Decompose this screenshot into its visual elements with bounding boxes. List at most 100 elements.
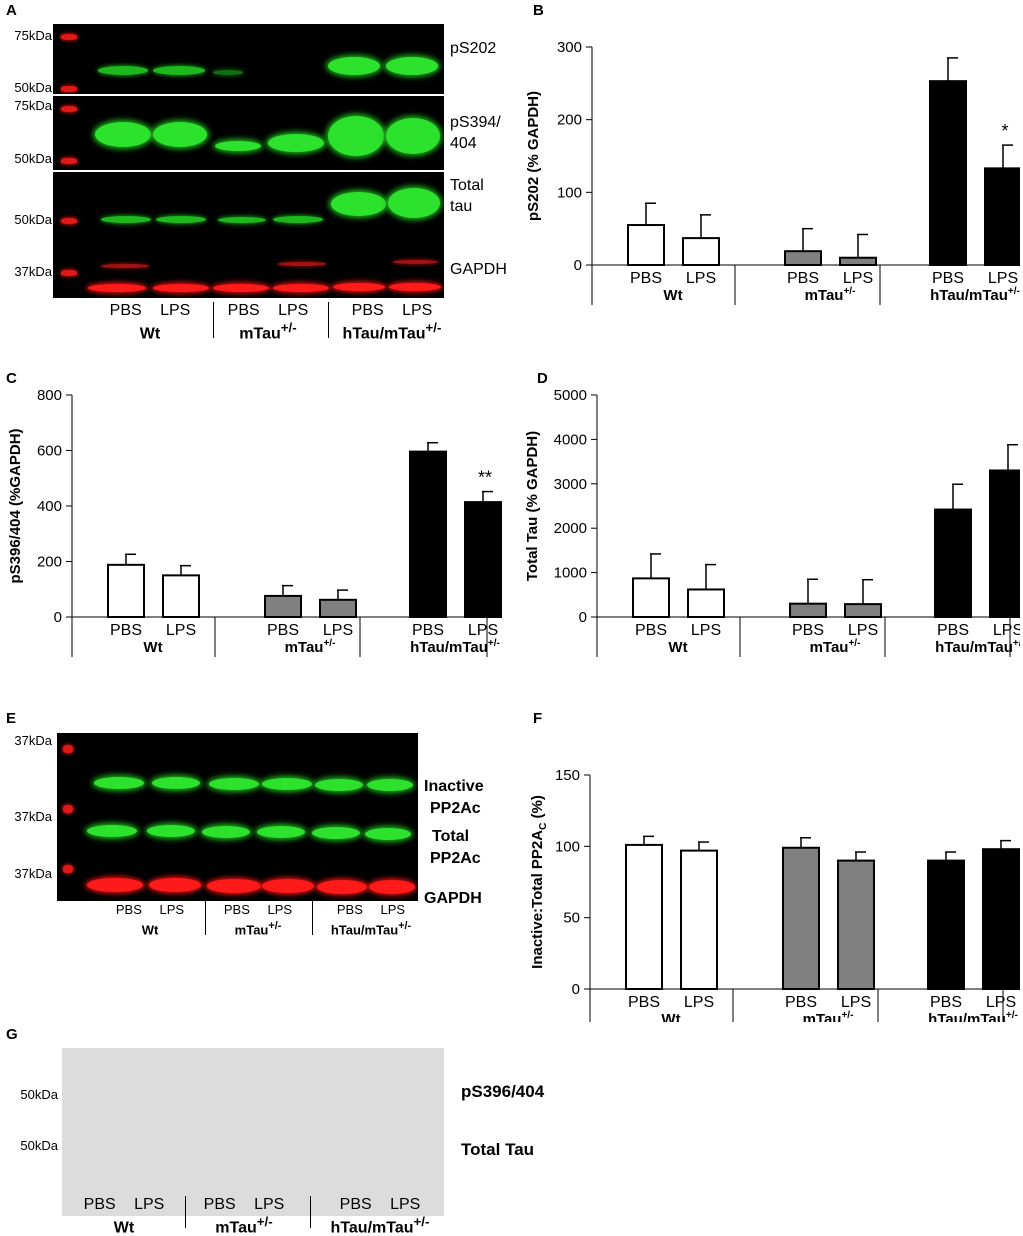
- y-tick-label: 3000: [554, 476, 587, 493]
- bar: [929, 80, 967, 266]
- blot-label: PP2Ac: [430, 850, 481, 867]
- ladder-band: [61, 158, 77, 164]
- group-label: PBS LPS hTau/mTau+/-: [332, 302, 452, 342]
- y-tick-label: 1000: [554, 565, 587, 582]
- y-tick-label: 300: [557, 39, 582, 56]
- y-axis-label: pS202 (% GAPDH): [525, 91, 542, 221]
- genotype-name: hTau/mTau: [330, 922, 399, 938]
- y-axis-label-suffix: (%): [529, 795, 546, 823]
- y-tick-label: 600: [37, 443, 62, 460]
- total-tau-band: [388, 188, 440, 218]
- genotype-name: mTau: [234, 922, 269, 938]
- x-tick-label: PBS: [792, 622, 824, 639]
- ps394-band: [268, 134, 324, 152]
- x-tick-label: PBS: [628, 994, 660, 1011]
- y-tick-label: 200: [37, 554, 62, 571]
- gapdh-band: [207, 879, 261, 893]
- x-tick-label: PBS: [635, 622, 667, 639]
- genotype-label: hTau/mTau+/-: [935, 638, 1020, 656]
- y-tick-label: 0: [574, 257, 582, 274]
- significance-marker: **: [478, 468, 492, 488]
- x-tick-label: PBS: [267, 622, 299, 639]
- group-label: PBS LPS Wt: [70, 1196, 178, 1236]
- x-tick-label: LPS: [986, 994, 1016, 1011]
- panel-b-letter: B: [533, 2, 544, 19]
- total-tau-band: [101, 216, 151, 223]
- gapdh-band: [213, 284, 269, 292]
- gapdh-band: [88, 284, 146, 292]
- bar: [784, 250, 822, 266]
- blot-separator: [53, 94, 444, 96]
- genotype-name: Wt: [141, 922, 159, 938]
- blot-label: Total: [450, 177, 484, 194]
- ladder-band: [61, 218, 77, 224]
- bar: [264, 594, 302, 619]
- genotype-sup: +/-: [398, 920, 412, 932]
- bar: [789, 602, 827, 618]
- blot-label: pS394/: [450, 114, 501, 131]
- x-tick-label: PBS: [785, 994, 817, 1011]
- genotype-name: hTau/mTau: [330, 1219, 414, 1236]
- genotype-label: hTau/mTau+/-: [930, 286, 1020, 304]
- genotype-sup: +/-: [1008, 286, 1020, 297]
- ps394-band: [328, 116, 384, 156]
- ps202-band: [153, 66, 205, 75]
- genotype-name: Wt: [113, 1219, 135, 1236]
- bar: [625, 843, 663, 991]
- x-tick-label: LPS: [166, 622, 196, 639]
- group-label: PBS LPS mTau+/-: [218, 302, 318, 342]
- y-tick-label: 50: [563, 910, 580, 927]
- group-genotype: hTau/mTau+/-: [315, 918, 427, 938]
- bar: [162, 574, 200, 618]
- mw-marker: 37kDa: [14, 264, 52, 279]
- group-genotype: Wt: [100, 918, 200, 938]
- total-tau-band: [273, 216, 323, 223]
- group-label: PBS LPS mTau+/-: [208, 901, 308, 938]
- x-tick-label: LPS: [988, 270, 1018, 287]
- bar: [632, 577, 670, 618]
- genotype-label: hTau/mTau+/-: [928, 1010, 1018, 1022]
- blot-label: GAPDH: [424, 890, 482, 907]
- x-tick-label: PBS: [110, 622, 142, 639]
- red-band: [101, 264, 149, 268]
- total-pp2ac-band: [312, 827, 360, 839]
- x-tick-label: LPS: [686, 270, 716, 287]
- ps202-band: [386, 57, 438, 75]
- mw-marker: 37kDa: [14, 809, 52, 824]
- group-genotype: hTau/mTau+/-: [316, 1213, 444, 1236]
- genotype-name: hTau/mTau: [410, 639, 488, 656]
- bar: [682, 237, 720, 266]
- x-tick-label: PBS: [937, 622, 969, 639]
- x-tick-label: LPS: [684, 994, 714, 1011]
- mw-marker: 50kDa: [20, 1138, 58, 1153]
- group-conditions: PBS LPS: [227, 302, 309, 319]
- bar: [782, 846, 820, 991]
- genotype-name: Wt: [668, 639, 687, 656]
- group-conditions: PBS LPS: [109, 302, 191, 319]
- genotype-label: mTau+/-: [285, 638, 336, 656]
- genotype-sup: +/-: [413, 1214, 430, 1229]
- total-pp2ac-band: [257, 826, 305, 838]
- y-tick-label: 0: [54, 609, 62, 626]
- bar: [464, 501, 502, 618]
- genotype-name: mTau: [239, 325, 281, 343]
- ladder-band: [63, 745, 73, 753]
- genotype-sup: +/-: [268, 920, 282, 932]
- bar: [319, 598, 357, 618]
- mw-marker: 50kDa: [14, 151, 52, 166]
- group-conditions: PBS LPS: [83, 1196, 165, 1213]
- ladder-band: [61, 106, 77, 112]
- genotype-sup: +/-: [425, 320, 442, 335]
- ladder-band: [63, 865, 73, 873]
- blot-label: PP2Ac: [430, 800, 481, 817]
- mw-marker: 37kDa: [14, 733, 52, 748]
- group-conditions: PBS LPS: [223, 902, 293, 917]
- total-tau-band: [156, 216, 206, 223]
- group-genotype: Wt: [100, 319, 200, 342]
- total-pp2ac-band: [147, 825, 195, 837]
- ps394-band: [215, 141, 261, 151]
- genotype-label: mTau+/-: [803, 1010, 854, 1022]
- gapdh-band: [273, 284, 329, 292]
- group-conditions: PBS LPS: [203, 1196, 285, 1213]
- x-tick-label: PBS: [932, 270, 964, 287]
